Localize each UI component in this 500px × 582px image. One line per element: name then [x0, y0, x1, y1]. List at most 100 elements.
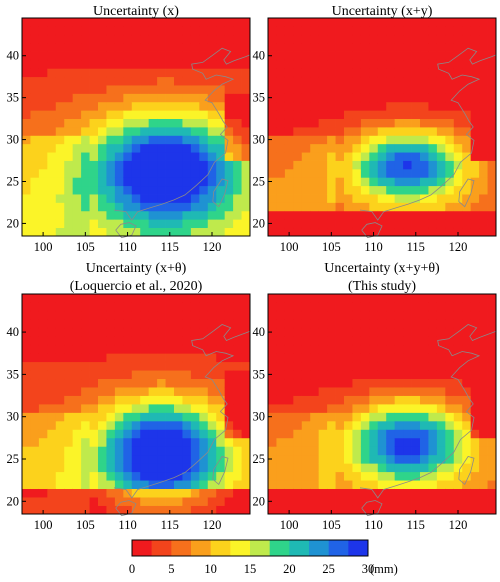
heatmap-cell [462, 194, 472, 203]
heatmap-cell [284, 177, 294, 187]
heatmap-cell [38, 177, 48, 187]
y-tick-label: 35 [7, 91, 20, 105]
heatmap-cell [30, 210, 40, 220]
heatmap-cell [268, 51, 277, 61]
heatmap-cell [22, 319, 31, 329]
heatmap-cell [216, 302, 226, 312]
heatmap-cell [106, 387, 116, 396]
heatmap-cell [165, 327, 175, 337]
heatmap-cell [301, 101, 311, 111]
heatmap-cell [369, 34, 379, 44]
hainan-outline [361, 222, 383, 239]
heatmap-cell [327, 177, 336, 187]
heatmap-cell [318, 34, 328, 44]
heatmap-cell [123, 497, 133, 506]
heatmap-cell [377, 110, 387, 120]
heatmap-cell [47, 135, 57, 145]
heatmap-cell [98, 135, 107, 145]
heatmap-cell [207, 420, 217, 430]
heatmap-cell [428, 101, 438, 111]
heatmap-cell [293, 310, 303, 320]
heatmap-cell [327, 378, 336, 388]
heatmap-cell [165, 43, 175, 52]
heatmap-cell [38, 378, 48, 388]
heatmap-cell [123, 135, 133, 145]
heatmap-cell [470, 194, 480, 203]
heatmap-cell [30, 51, 40, 61]
heatmap-cell [55, 319, 65, 329]
heatmap-cell [301, 463, 311, 473]
heatmap-cell [131, 420, 141, 430]
heatmap-cell [157, 219, 166, 229]
heatmap-cell [301, 480, 311, 490]
heatmap-cell [30, 404, 40, 413]
heatmap-cell [479, 446, 488, 456]
heatmap-cell [157, 51, 166, 61]
heatmap-cell [453, 34, 463, 44]
heatmap-cell [310, 185, 320, 195]
heatmap-cell [327, 336, 336, 346]
heatmap-cell [335, 185, 345, 195]
heatmap-cell [106, 59, 116, 69]
heatmap-cell [241, 412, 251, 422]
heatmap-cell [140, 76, 150, 86]
heatmap-cell [207, 219, 217, 229]
heatmap-cell [55, 118, 65, 128]
heatmap-cell [479, 310, 488, 320]
heatmap-cell [131, 378, 141, 388]
heatmap-cell [301, 429, 311, 439]
heatmap-cell [310, 143, 320, 153]
heatmap-cell [148, 412, 158, 422]
heatmap-cell [216, 319, 226, 329]
coastline [359, 324, 497, 499]
heatmap-cell [436, 219, 446, 229]
heatmap-cell [199, 463, 209, 473]
heatmap-cell [462, 51, 472, 61]
heatmap-cell [148, 310, 158, 320]
heatmap-cell [233, 437, 242, 447]
heatmap-cell [123, 454, 133, 464]
heatmap-cell [207, 463, 217, 473]
heatmap-cell [428, 227, 438, 237]
heatmap-cell [360, 118, 370, 128]
heatmap-cell [174, 480, 183, 490]
heatmap-cell [360, 127, 370, 136]
heatmap-cell [479, 395, 488, 405]
heatmap-cell [182, 143, 192, 153]
heatmap-cell [199, 370, 209, 380]
heatmap-cell [199, 319, 209, 329]
heatmap-cell [436, 353, 446, 363]
heatmap-cell [403, 395, 412, 405]
heatmap-cell [64, 488, 74, 498]
heatmap-cell [148, 505, 158, 515]
heatmap-cell [81, 51, 90, 61]
heatmap-cell [411, 497, 421, 506]
heatmap-cell [386, 404, 396, 413]
heatmap-cell [335, 135, 345, 145]
heatmap-cell [224, 143, 234, 153]
heatmap-cell [114, 404, 124, 413]
heatmap-cell [123, 110, 133, 120]
heatmap-cell [411, 294, 421, 303]
heatmap-cell [174, 454, 183, 464]
heatmap-cell [55, 227, 65, 237]
heatmap-cell [268, 327, 277, 337]
heatmap-cell [386, 480, 396, 490]
heatmap-cell [310, 177, 320, 187]
heatmap-cell [377, 143, 387, 153]
heatmap-cell [123, 18, 133, 27]
heatmap-cell [30, 378, 40, 388]
heatmap-cell [47, 34, 57, 44]
heatmap-cell [131, 59, 141, 69]
heatmap-cell [301, 471, 311, 481]
heatmap-cell [284, 480, 294, 490]
heatmap-cell [81, 294, 90, 303]
heatmap-cell [420, 110, 429, 120]
heatmap-cell [470, 177, 480, 187]
heatmap-cell [369, 59, 379, 69]
heatmap-cell [462, 85, 472, 94]
heatmap-cell [394, 361, 404, 371]
heatmap-cell [241, 85, 251, 94]
heatmap-cell [369, 353, 379, 363]
heatmap-cell [216, 412, 226, 422]
